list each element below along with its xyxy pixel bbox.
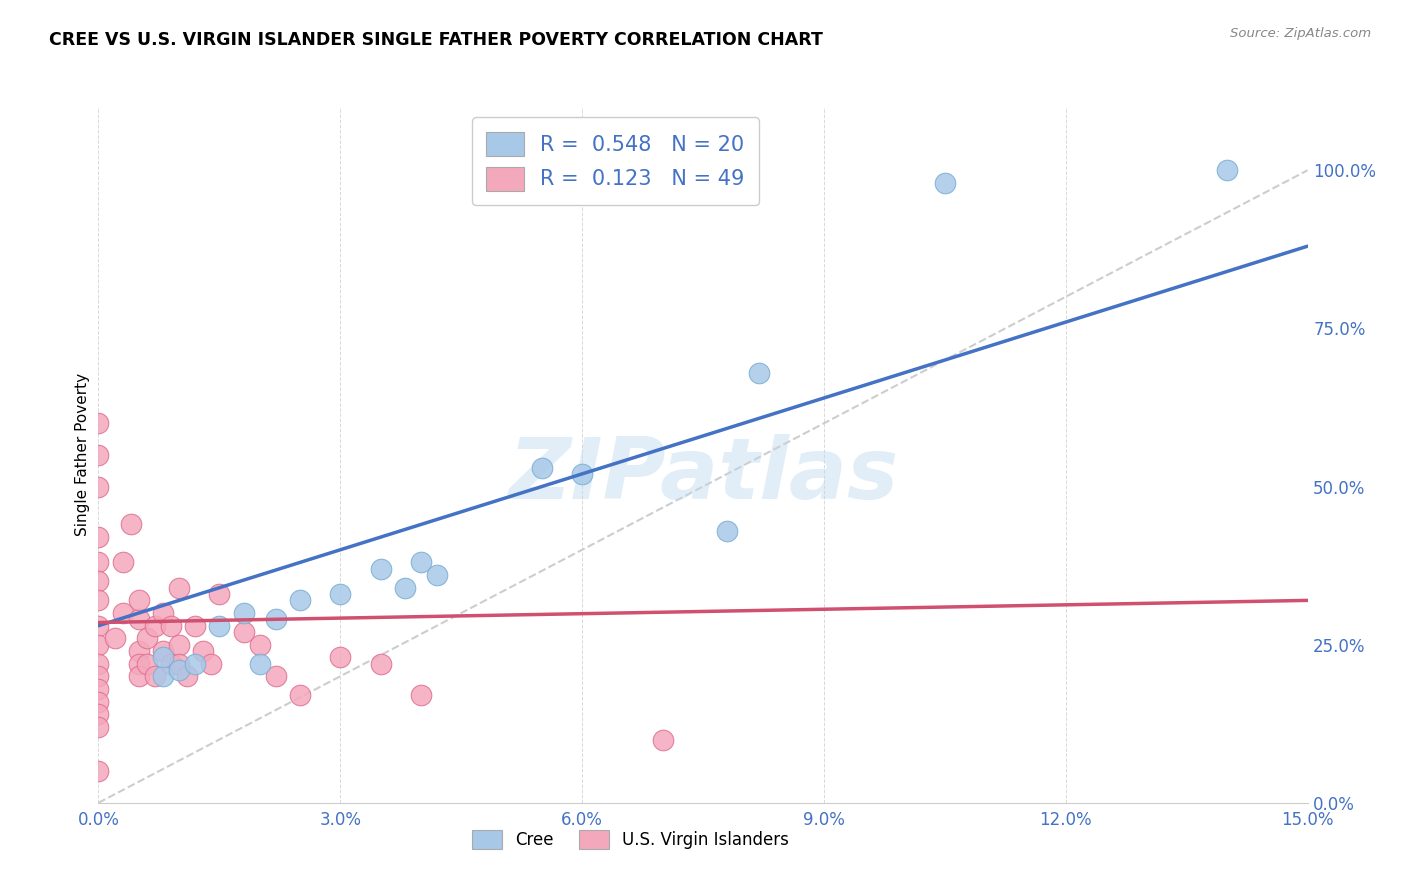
Point (249, 638, 271, 652)
Point (120, 517, 142, 532)
Point (87, 593, 110, 607)
Point (184, 657, 207, 671)
Point (571, 467, 593, 481)
Point (128, 644, 150, 658)
Point (167, 581, 190, 595)
Point (167, 638, 190, 652)
Point (716, 524, 738, 538)
Point (87, 417, 110, 431)
Point (111, 556, 134, 570)
Point (264, 612, 287, 626)
Point (167, 657, 190, 671)
Point (87, 707, 110, 722)
Text: ZIPatlas: ZIPatlas (508, 434, 898, 517)
Point (87, 448, 110, 462)
Point (143, 669, 166, 683)
Point (329, 587, 352, 601)
Point (184, 618, 207, 632)
Point (128, 612, 150, 626)
Point (87, 556, 110, 570)
Point (409, 556, 432, 570)
Point (87, 638, 110, 652)
Point (193, 644, 215, 658)
Point (200, 657, 222, 671)
Point (87, 681, 110, 696)
Point (87, 479, 110, 493)
Point (128, 593, 150, 607)
Point (329, 650, 352, 665)
Point (748, 366, 770, 380)
Point (128, 657, 150, 671)
Point (152, 669, 174, 683)
Point (135, 632, 157, 646)
Point (87, 657, 110, 671)
Point (87, 574, 110, 589)
Point (87, 720, 110, 734)
Point (288, 593, 311, 607)
Point (111, 606, 134, 620)
Point (288, 688, 311, 702)
Point (87, 669, 110, 683)
Point (232, 606, 254, 620)
Point (426, 568, 449, 582)
Point (160, 618, 183, 632)
Text: Source: ZipAtlas.com: Source: ZipAtlas.com (1230, 27, 1371, 40)
Point (651, 732, 673, 747)
Point (208, 587, 231, 601)
Point (167, 663, 190, 677)
Point (87, 695, 110, 709)
Point (152, 650, 174, 665)
Point (87, 530, 110, 544)
Point (934, 176, 956, 190)
Legend: Cree, U.S. Virgin Islanders: Cree, U.S. Virgin Islanders (464, 822, 797, 857)
Point (264, 669, 287, 683)
Point (232, 625, 254, 640)
Point (152, 606, 174, 620)
Point (160, 657, 183, 671)
Point (249, 657, 271, 671)
Point (208, 618, 231, 632)
Point (143, 618, 166, 632)
Y-axis label: Single Father Poverty: Single Father Poverty (75, 374, 90, 536)
Point (87, 618, 110, 632)
Point (128, 669, 150, 683)
Point (370, 657, 392, 671)
Point (409, 688, 432, 702)
Text: CREE VS U.S. VIRGIN ISLANDER SINGLE FATHER POVERTY CORRELATION CHART: CREE VS U.S. VIRGIN ISLANDER SINGLE FATH… (49, 31, 823, 49)
Point (176, 669, 198, 683)
Point (135, 657, 157, 671)
Point (530, 460, 553, 475)
Point (370, 562, 392, 576)
Point (394, 581, 416, 595)
Point (87, 764, 110, 779)
Point (1216, 163, 1239, 178)
Point (152, 644, 174, 658)
Point (103, 632, 125, 646)
